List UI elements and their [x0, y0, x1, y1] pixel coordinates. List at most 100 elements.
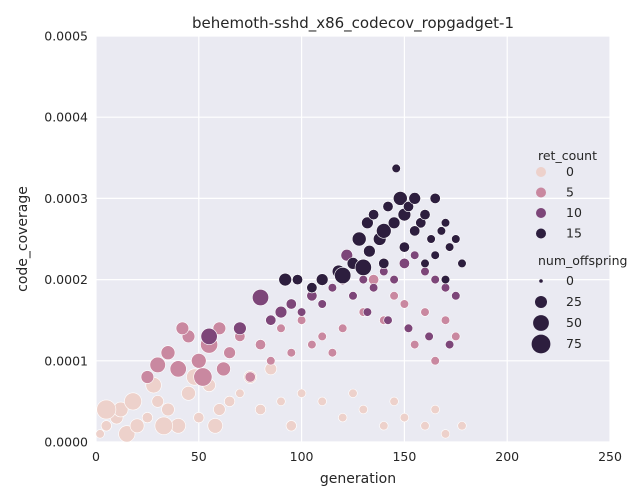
y-tick-label: 0.0001 [44, 353, 88, 368]
data-point [351, 231, 367, 247]
data-point [410, 340, 420, 350]
data-point [316, 273, 329, 286]
data-point [403, 323, 414, 333]
data-point [420, 258, 430, 269]
legend-size-label: 0 [566, 273, 574, 288]
legend: ret_count num_offspring 0 5 10 15 0 25 50 75 [531, 148, 627, 354]
data-point [265, 314, 277, 326]
data-point [327, 283, 338, 293]
data-point [141, 412, 153, 424]
y-tick-label: 0.0004 [44, 110, 88, 125]
data-point [408, 192, 421, 205]
data-point [297, 315, 307, 325]
y-tick-label: 0.0003 [44, 191, 88, 206]
data-point [160, 345, 176, 361]
data-point [118, 425, 136, 443]
y-tick-label: 0.0000 [44, 435, 88, 450]
data-point [362, 307, 373, 317]
data-point [200, 327, 218, 345]
data-point [154, 416, 174, 435]
data-point [358, 404, 368, 415]
data-point [266, 356, 276, 366]
data-point [430, 356, 440, 366]
legend-size-label: 25 [566, 294, 582, 309]
data-point [207, 418, 223, 434]
data-point [274, 305, 288, 319]
data-point [379, 421, 389, 431]
data-point [358, 275, 368, 285]
data-point [420, 307, 430, 317]
data-point [457, 421, 467, 431]
data-point [420, 266, 430, 277]
data-point [216, 361, 231, 377]
data-point [440, 429, 451, 439]
data-point [285, 298, 297, 310]
data-point [317, 299, 327, 309]
data-point [213, 403, 226, 416]
data-point [436, 226, 447, 236]
data-point [430, 275, 440, 285]
data-point [430, 404, 440, 415]
data-point [151, 395, 164, 408]
legend-hue-label: 10 [566, 205, 582, 220]
data-point [426, 234, 436, 244]
data-point [440, 218, 451, 228]
data-point [170, 418, 186, 434]
data-point [376, 223, 392, 239]
data-point [255, 403, 267, 415]
data-point [387, 216, 401, 230]
data-point [255, 339, 267, 351]
x-axis-ticks: 0 50 100 150 200 250 [92, 449, 622, 464]
data-point [440, 275, 451, 285]
data-point [369, 283, 379, 293]
data-point [169, 360, 187, 378]
legend-size-title: num_offspring [538, 253, 627, 268]
legend-size-marker [533, 315, 549, 331]
data-point [317, 331, 327, 342]
data-point [181, 385, 196, 401]
y-tick-label: 0.0002 [44, 272, 88, 287]
data-point [440, 283, 451, 293]
data-point [348, 291, 358, 301]
data-point [410, 250, 420, 260]
data-point [193, 412, 205, 424]
data-point [398, 241, 410, 253]
data-point [391, 163, 401, 173]
data-point [348, 388, 358, 398]
data-point [368, 209, 380, 221]
data-point [429, 192, 441, 204]
data-point [297, 307, 307, 317]
data-point [100, 420, 112, 432]
data-point [440, 315, 451, 325]
data-point [244, 371, 256, 383]
data-point [175, 321, 190, 335]
data-point [327, 348, 338, 358]
data-point [361, 216, 374, 230]
data-point [420, 421, 430, 431]
legend-hue-marker [536, 208, 546, 218]
data-point [212, 321, 227, 335]
data-point [191, 353, 207, 369]
data-point [252, 288, 270, 306]
data-point [297, 388, 307, 398]
data-point [382, 201, 394, 213]
legend-size-marker [539, 279, 543, 283]
data-point [286, 348, 296, 358]
data-point [445, 242, 455, 252]
data-point [140, 370, 155, 384]
data-point [457, 258, 467, 269]
data-point [149, 356, 166, 374]
legend-size-marker [535, 296, 547, 308]
data-point [354, 258, 372, 276]
data-point [402, 201, 414, 213]
y-tick-label: 0.0005 [44, 29, 88, 44]
x-tick-label: 50 [191, 449, 207, 464]
data-point [445, 340, 455, 350]
legend-size-label: 75 [566, 336, 582, 351]
legend-hue-label: 5 [566, 185, 574, 200]
legend-hue-label: 15 [566, 226, 582, 241]
data-point [451, 331, 461, 342]
data-point [389, 291, 399, 301]
data-point [338, 323, 348, 333]
grid-lines [95, 35, 611, 443]
